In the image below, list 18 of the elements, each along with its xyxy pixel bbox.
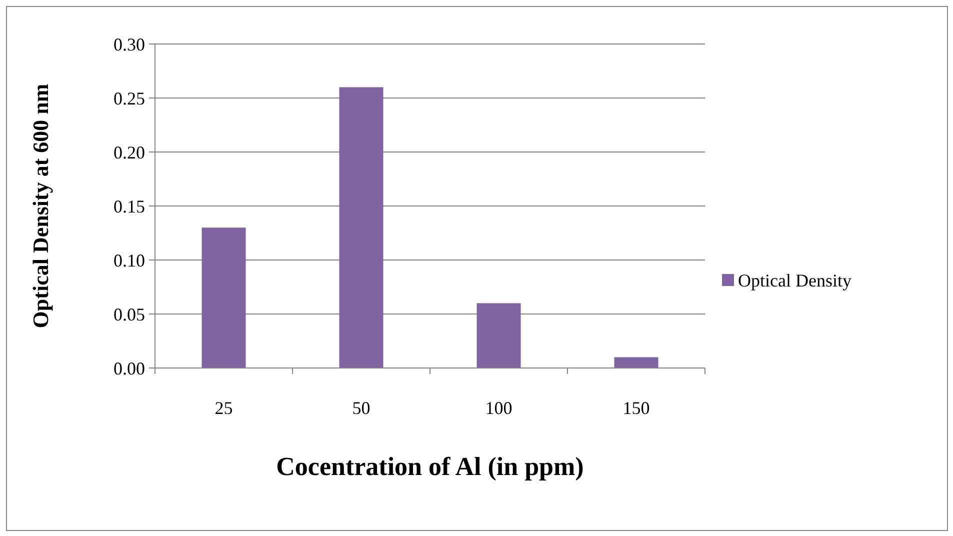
y-tick-label: 0.00 <box>114 358 145 378</box>
bar <box>202 228 246 368</box>
bar <box>339 87 384 368</box>
y-tick-label: 0.30 <box>114 34 145 54</box>
y-axis-title: Optical Density at 600 nm <box>28 84 53 328</box>
bar <box>476 303 521 368</box>
y-tick-label: 0.05 <box>114 304 145 324</box>
bar <box>614 357 658 368</box>
x-axis-title: Cocentration of Al (in ppm) <box>276 452 584 481</box>
y-tick-label: 0.25 <box>114 88 145 108</box>
x-tick-label: 25 <box>214 398 233 418</box>
x-tick-label: 100 <box>485 398 512 418</box>
legend-label: Optical Density <box>738 270 852 290</box>
y-tick-label: 0.20 <box>114 142 145 162</box>
x-tick-label: 50 <box>352 398 370 418</box>
y-tick-label: 0.10 <box>114 250 145 270</box>
y-tick-label: 0.15 <box>114 196 145 216</box>
x-tick-label: 150 <box>622 398 650 418</box>
